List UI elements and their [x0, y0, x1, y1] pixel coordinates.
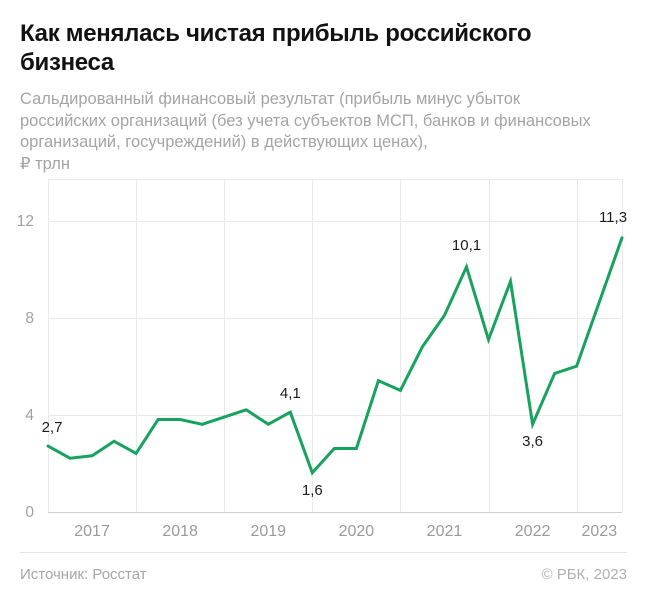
data-label-10-1: 10,1: [451, 236, 482, 254]
x-tick-label-2023: 2023: [581, 523, 618, 540]
horizontal-gridlines: [48, 179, 622, 513]
subtitle-line-4: ₽ трлн: [20, 154, 70, 173]
data-label-11-3: 11,3: [598, 208, 628, 226]
net-profit-line-series: [46, 236, 624, 476]
y-tick-label-12: 12: [16, 212, 34, 230]
x-tick-label-2019: 2019: [250, 523, 287, 540]
source-label: Источник: Росстат: [20, 566, 147, 583]
data-label-1-6: 1,6: [301, 481, 323, 499]
x-tick-label-2020: 2020: [338, 523, 375, 540]
x-tick-label-2017: 2017: [74, 523, 110, 540]
x-tick-label-2022: 2022: [514, 523, 551, 540]
subtitle-line-1: Сальдированный финансовый результат (при…: [20, 90, 521, 108]
x-tick-label-2021: 2021: [426, 523, 463, 540]
y-tick-label-4: 4: [25, 406, 34, 424]
title-line-2: бизнеса: [20, 49, 114, 76]
page-title: Как менялась чистая прибыль российского …: [20, 19, 635, 77]
data-label-3-6: 3,6: [522, 433, 543, 451]
y-tick-label-0: 0: [25, 503, 34, 521]
x-tick-label-2018: 2018: [162, 523, 198, 540]
footer-divider: [20, 552, 627, 553]
subtitle-line-2: российских организаций (без учета субъек…: [20, 111, 591, 130]
subtitle-line-3: организаций, госучреждений) в действующи…: [20, 133, 428, 151]
data-label-4-1: 4,1: [279, 385, 301, 403]
title-line-1: Как менялась чистая прибыль российского: [20, 20, 532, 47]
y-tick-label-8: 8: [25, 309, 34, 327]
copyright-label: © РБК, 2023: [541, 566, 627, 583]
data-label-2-7: 2,7: [41, 419, 63, 437]
chart-subtitle: Сальдированный финансовый результат (при…: [20, 89, 635, 175]
vertical-gridlines: [48, 179, 623, 512]
